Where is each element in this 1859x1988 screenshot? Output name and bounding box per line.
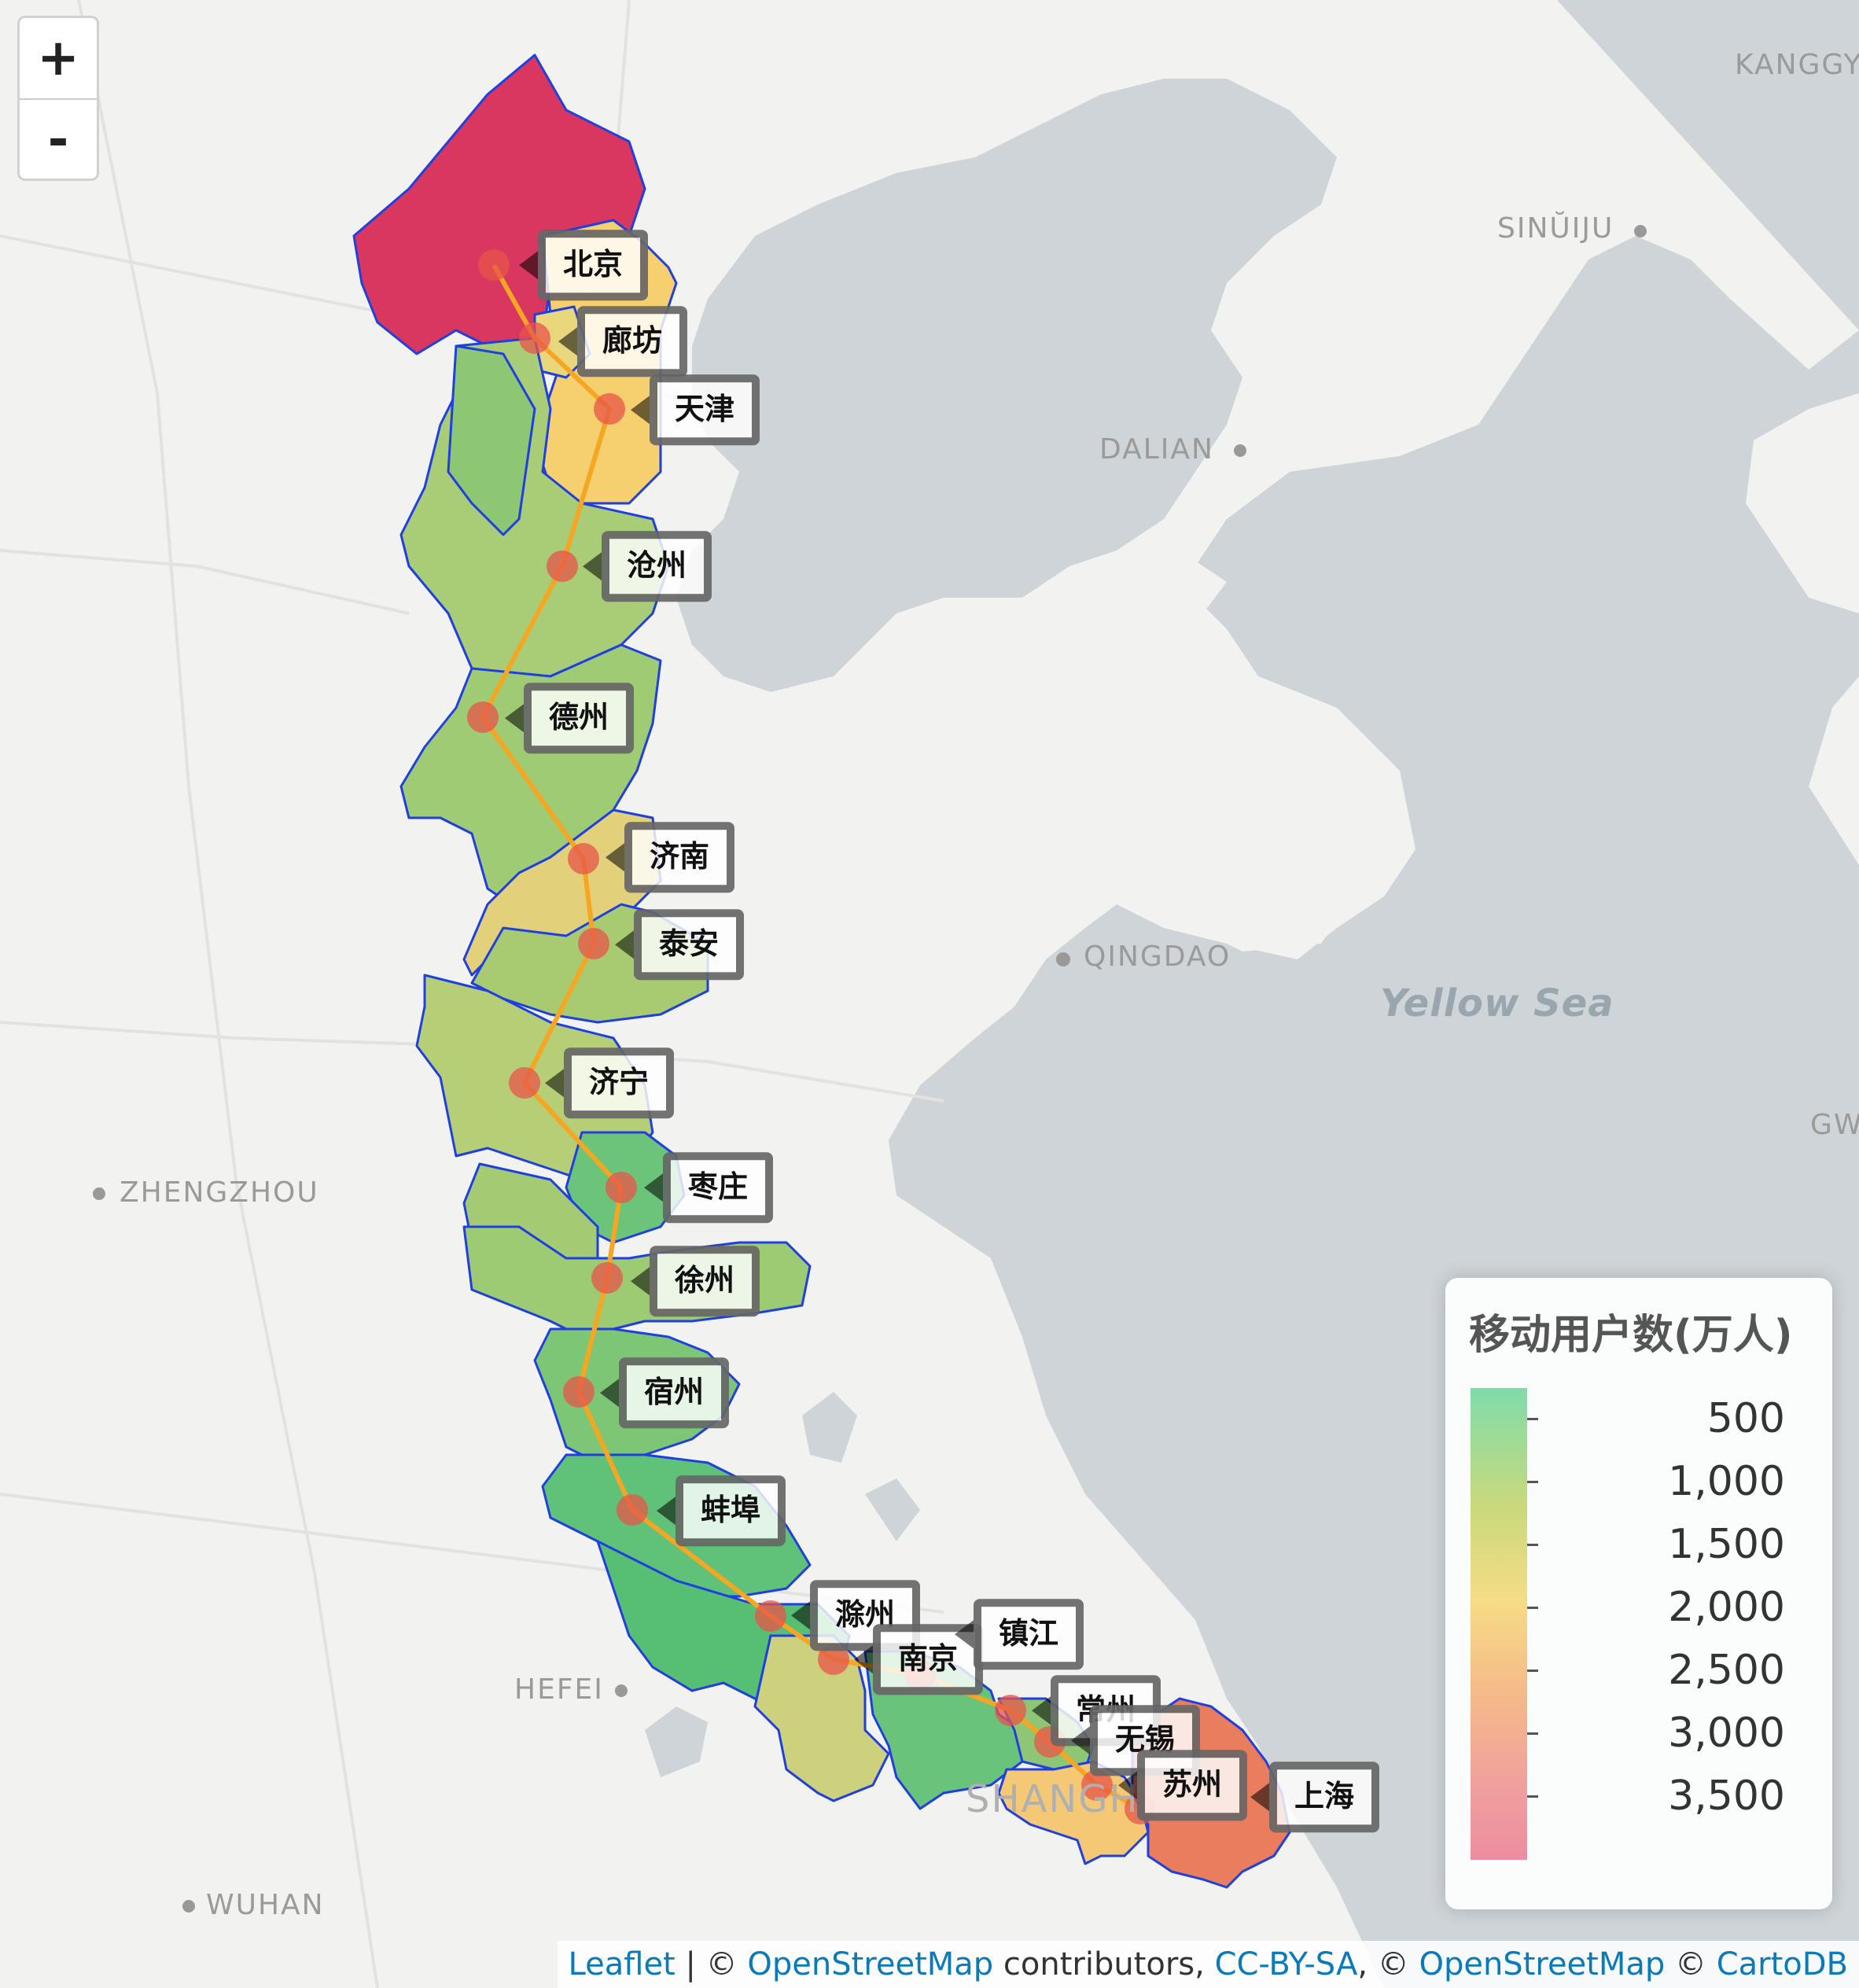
legend-tick-label: 3,500 [1668,1773,1785,1820]
legend-tick [1527,1481,1538,1483]
color-legend: 移动用户数(万人) 500 1,000 1,500 2,000 2,500 3,… [1445,1278,1832,1909]
legend-title: 移动用户数(万人) [1469,1312,1793,1359]
legend-color-ramp [1471,1388,1527,1860]
city-label-bengbu: 蚌埠 [675,1475,786,1546]
place-zhengzhou: ZHENGZHOU [120,1176,319,1209]
zoom-out-button[interactable]: - [20,98,97,179]
place-yellow-sea: Yellow Sea [1380,981,1614,1025]
cartodb-link[interactable]: CartoDB [1716,1946,1848,1982]
city-label-suzhou-anhui: 宿州 [619,1357,730,1428]
city-label-jinan: 济南 [624,822,735,893]
city-label-taian: 泰安 [634,909,745,980]
legend-tick [1527,1607,1538,1609]
place-gw: GW [1810,1109,1859,1141]
city-label-xuzhou: 徐州 [650,1246,760,1316]
attribution-text: contributors, [993,1946,1215,1982]
zoom-in-button[interactable]: + [37,29,79,87]
city-label-jining: 济宁 [564,1047,675,1118]
place-shanghai: SHANGH [966,1777,1139,1821]
osm-link[interactable]: OpenStreetMap [747,1946,994,1982]
legend-tick-label: 2,000 [1668,1584,1785,1631]
attribution-text: | © [675,1946,748,1982]
zoom-control: + - [17,16,99,181]
map-attribution: Leaflet | © OpenStreetMap contributors, … [557,1941,1859,1988]
place-dalian: DALIAN [1099,433,1214,466]
leaflet-link[interactable]: Leaflet [568,1946,675,1982]
place-sinuiju: SINŬIJU [1497,212,1614,245]
attribution-text: © [1665,1946,1717,1982]
place-kanggye: KANGGY [1735,49,1859,81]
legend-tick-label: 1,000 [1668,1458,1785,1505]
city-label-cangzhou: 沧州 [602,531,712,602]
city-label-zaozhuang: 枣庄 [663,1152,774,1223]
city-label-dezhou: 德州 [524,683,635,753]
legend-tick [1527,1795,1538,1798]
place-hefei: HEFEI [514,1673,604,1706]
cc-by-sa-link[interactable]: CC-BY-SA [1214,1946,1358,1982]
legend-tick [1527,1418,1538,1420]
legend-tick [1527,1544,1538,1546]
city-label-langfang: 廊坊 [577,306,688,377]
legend-tick-label: 3,000 [1668,1710,1785,1757]
city-label-shanghai: 上海 [1269,1762,1380,1832]
place-qingdao: QINGDAO [1084,941,1231,973]
legend-tick-label: 1,500 [1668,1521,1785,1568]
city-label-beijing: 北京 [538,230,649,300]
city-label-suzhou-jiangsu: 苏州 [1137,1750,1248,1820]
legend-tick [1527,1670,1538,1672]
legend-tick [1527,1732,1538,1735]
legend-tick-label: 2,500 [1668,1647,1785,1694]
city-label-tianjin: 天津 [650,374,760,445]
city-label-zhenjiang: 镇江 [974,1599,1084,1670]
attribution-text: , © [1357,1946,1419,1982]
osm-link-2[interactable]: OpenStreetMap [1419,1946,1666,1982]
place-wuhan: WUHAN [206,1889,325,1921]
legend-tick-label: 500 [1706,1395,1785,1442]
